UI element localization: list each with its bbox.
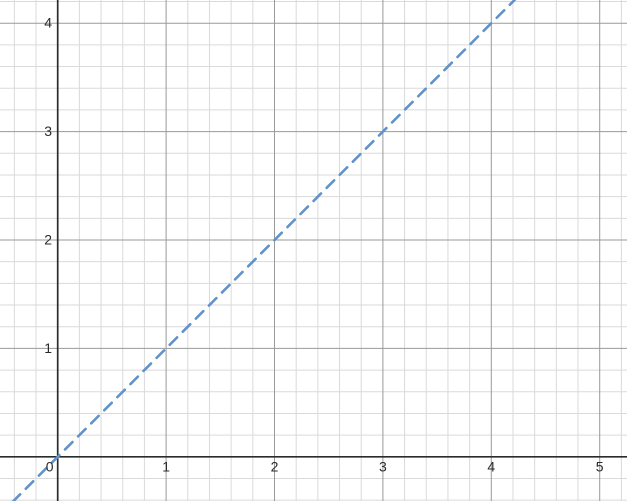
svg-text:3: 3 bbox=[379, 459, 387, 475]
svg-text:2: 2 bbox=[44, 231, 52, 247]
svg-text:4: 4 bbox=[44, 15, 52, 31]
svg-text:2: 2 bbox=[271, 459, 279, 475]
svg-text:4: 4 bbox=[487, 459, 495, 475]
svg-text:3: 3 bbox=[44, 123, 52, 139]
svg-text:1: 1 bbox=[162, 459, 170, 475]
svg-text:1: 1 bbox=[44, 340, 52, 356]
svg-text:5: 5 bbox=[596, 459, 604, 475]
svg-text:0: 0 bbox=[46, 459, 54, 475]
